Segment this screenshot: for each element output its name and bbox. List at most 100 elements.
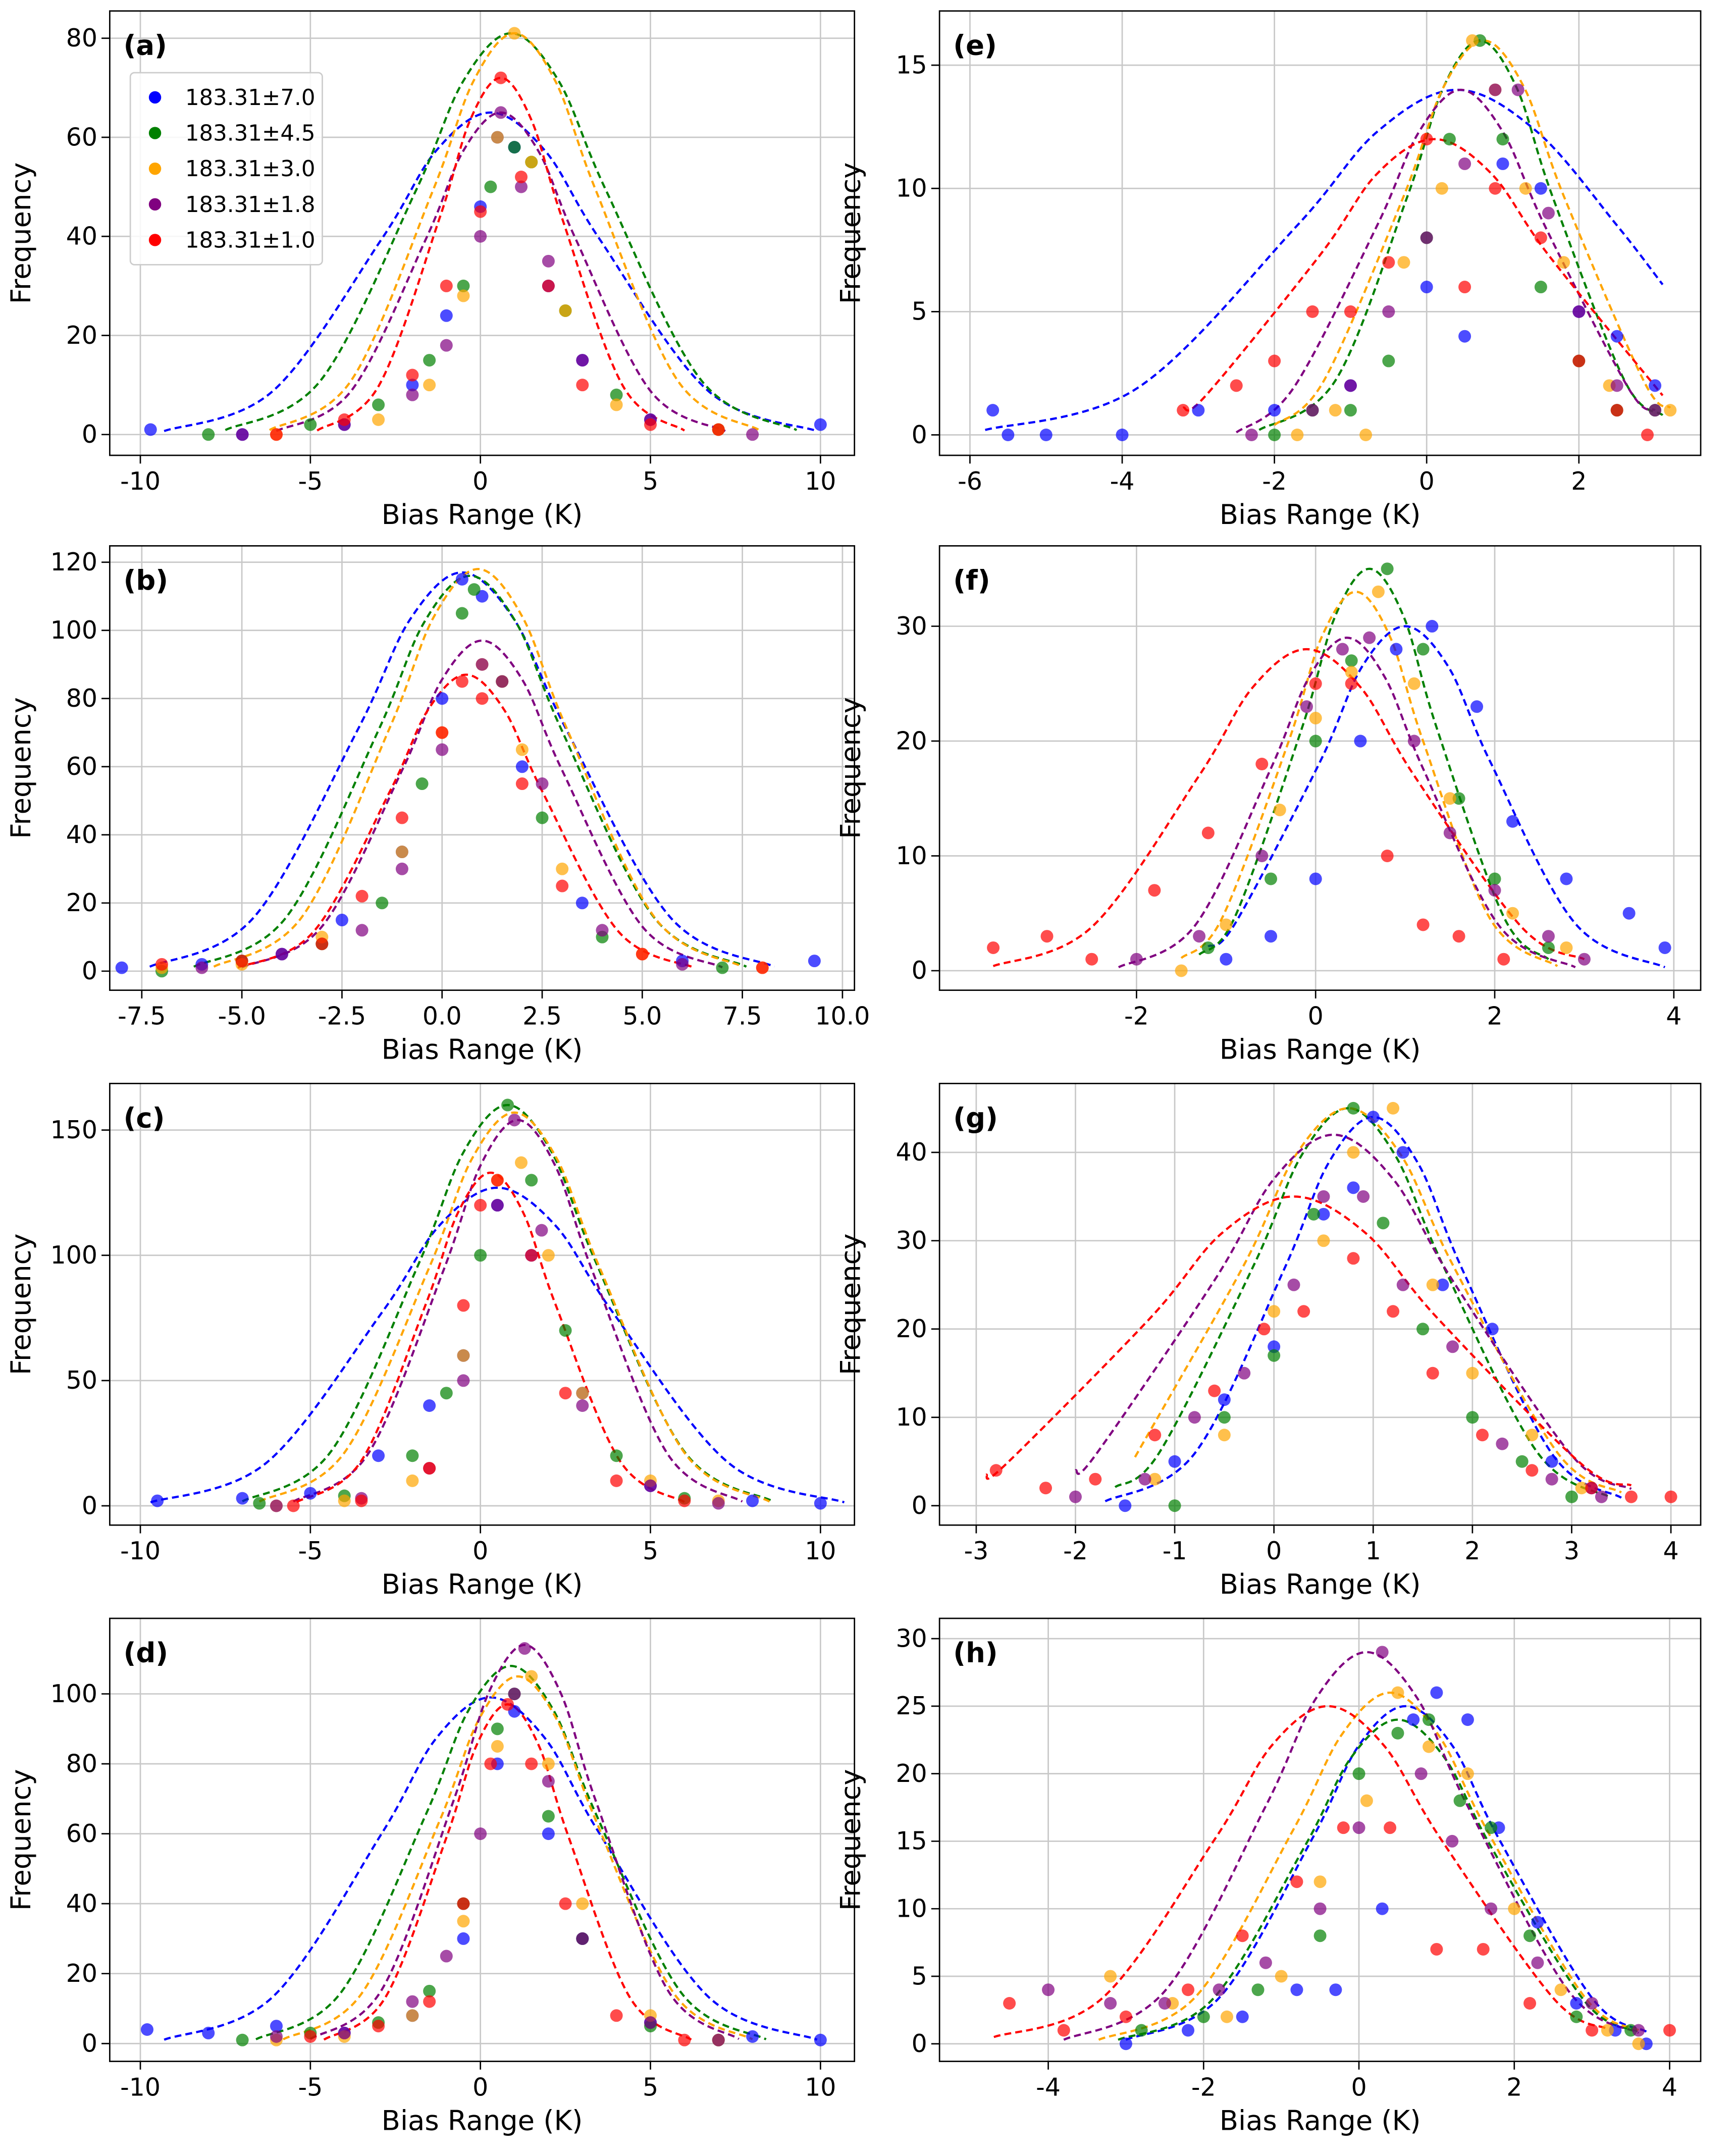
y-tick-label: 80: [66, 1749, 97, 1778]
data-point: [1040, 930, 1054, 943]
y-tick-label: 0: [912, 420, 927, 449]
plot-frame: [938, 10, 1702, 456]
data-point: [986, 404, 1000, 417]
data-point: [1523, 1929, 1537, 1942]
data-point: [372, 1449, 385, 1462]
data-point: [1387, 1305, 1400, 1318]
data-point: [518, 1642, 531, 1655]
data-point: [1344, 404, 1357, 417]
data-point: [1251, 1983, 1265, 1996]
y-axis-label: Frequency: [835, 163, 867, 304]
y-tick-label: 0: [82, 957, 97, 985]
x-tick-label: 0: [1419, 467, 1435, 496]
data-point: [1622, 907, 1636, 920]
data-point: [1290, 1983, 1303, 1996]
data-point: [1610, 404, 1623, 417]
y-tick-label: 10: [896, 1895, 927, 1923]
fit-curve: [241, 639, 723, 969]
data-point: [610, 388, 623, 401]
x-axis-label: Bias Range (K): [1220, 1033, 1421, 1065]
y-tick-label: 0: [82, 1491, 97, 1520]
x-tick-label: 10: [805, 1537, 836, 1565]
data-point: [1213, 1983, 1226, 1996]
data-point: [491, 1199, 504, 1212]
x-axis-label: Bias Range (K): [1220, 1568, 1421, 1600]
data-point: [355, 1494, 368, 1507]
data-point: [436, 743, 449, 756]
x-tick-label: -2: [1124, 1002, 1149, 1031]
data-point: [1168, 1455, 1181, 1468]
y-tick-label: 100: [50, 616, 97, 645]
y-tick-label: 20: [66, 321, 97, 350]
data-point: [1085, 953, 1098, 966]
data-point: [1376, 1646, 1389, 1659]
data-point: [1148, 884, 1161, 897]
plot-area: [939, 11, 1701, 456]
x-tick-label: 5.0: [622, 1002, 662, 1031]
scatter-points: [989, 1101, 1677, 1512]
data-point: [1104, 1970, 1117, 1983]
data-point: [756, 961, 769, 974]
data-point: [1632, 2024, 1645, 2037]
data-point: [406, 1995, 419, 2008]
data-point: [1416, 1323, 1430, 1336]
data-point: [515, 777, 529, 791]
data-point: [270, 2030, 283, 2043]
fit-curve: [225, 32, 798, 431]
data-point: [1313, 1875, 1327, 1888]
data-point: [542, 1757, 555, 1770]
data-point: [1542, 930, 1555, 943]
data-point: [559, 1387, 572, 1400]
data-point: [1497, 953, 1510, 966]
data-point: [455, 607, 468, 620]
data-point: [338, 1494, 351, 1507]
data-point: [1309, 712, 1322, 725]
data-point: [1236, 2010, 1249, 2023]
data-point: [1489, 182, 1502, 195]
fit-curve: [164, 111, 818, 432]
data-point: [1586, 1996, 1599, 2010]
data-point: [455, 572, 468, 586]
fit-curve: [1274, 39, 1671, 426]
panel-label: (e): [953, 30, 997, 62]
x-tick-label: 10.0: [815, 1002, 870, 1031]
data-point: [1422, 1713, 1435, 1726]
data-point: [1130, 953, 1143, 966]
data-point: [372, 398, 385, 411]
data-point: [1220, 2010, 1233, 2023]
data-point: [253, 1497, 266, 1510]
data-point: [491, 1174, 504, 1187]
y-tick-label: 25: [896, 1692, 927, 1720]
data-point: [1534, 182, 1547, 195]
plot-area: [110, 546, 855, 990]
data-point: [1506, 815, 1519, 828]
data-point: [814, 1497, 827, 1510]
data-point: [576, 1399, 589, 1412]
data-point: [987, 941, 1000, 954]
data-point: [1201, 941, 1215, 954]
data-point: [501, 1698, 514, 1711]
data-point: [270, 2020, 283, 2033]
fit-curve: [237, 673, 695, 969]
data-point: [1313, 1929, 1327, 1942]
data-point: [440, 1387, 453, 1400]
data-point: [716, 961, 729, 974]
data-point: [644, 1479, 657, 1492]
data-point: [494, 71, 507, 84]
data-point: [395, 846, 408, 859]
data-point: [989, 1464, 1003, 1477]
data-point: [542, 279, 555, 292]
data-point: [1039, 1482, 1052, 1495]
data-point: [1554, 1983, 1567, 1996]
data-point: [1381, 562, 1394, 575]
plot-content: [141, 1642, 827, 2046]
data-point: [576, 1932, 589, 1945]
data-point: [1632, 2037, 1645, 2050]
y-axis-label: Frequency: [5, 697, 37, 839]
data-point: [1119, 2037, 1132, 2050]
data-point: [515, 760, 529, 773]
x-tick-label: 10: [805, 2073, 836, 2101]
y-tick-label: 30: [896, 1624, 927, 1653]
y-tick-label: 120: [50, 548, 97, 576]
